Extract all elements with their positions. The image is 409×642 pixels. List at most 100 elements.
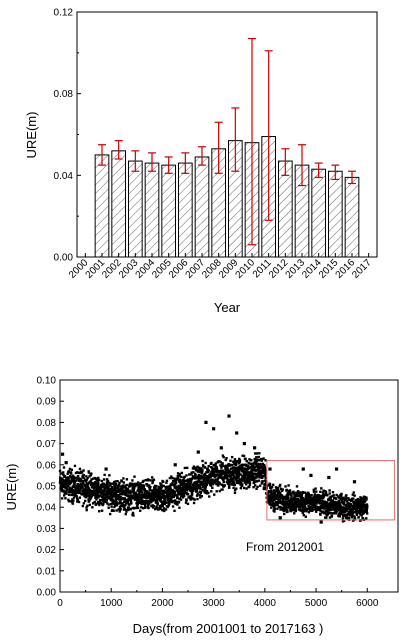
scatter-point xyxy=(155,488,159,491)
scatter-point xyxy=(71,474,75,477)
scatter-point xyxy=(277,493,280,497)
scatter-point xyxy=(328,489,331,492)
scatter-point xyxy=(270,485,274,489)
scatter-point xyxy=(114,480,117,483)
scatter-point xyxy=(145,499,148,503)
scatter-point xyxy=(319,490,322,494)
scatter-point xyxy=(157,485,161,489)
scatter-point xyxy=(336,503,340,506)
scatter-point xyxy=(213,493,216,496)
scatter-point xyxy=(102,498,105,501)
scatter-point xyxy=(73,481,76,485)
scatter-point xyxy=(320,499,324,503)
scatter-point xyxy=(318,502,321,505)
scatter-point xyxy=(253,484,257,487)
scatter-point xyxy=(81,486,84,489)
scatter-point xyxy=(127,495,131,498)
scatter-point xyxy=(172,480,175,483)
scatter-point xyxy=(280,500,283,504)
scatter-point xyxy=(153,498,156,502)
bar xyxy=(161,164,176,258)
scatter-point xyxy=(276,493,279,496)
scatter-point xyxy=(102,478,106,481)
scatter-point xyxy=(271,499,274,503)
scatter-point xyxy=(159,500,163,503)
scatter-point xyxy=(104,486,107,490)
scatter-point xyxy=(253,473,257,476)
scatter-point xyxy=(82,473,85,477)
bar xyxy=(178,162,193,258)
scatter-point xyxy=(65,488,69,491)
scatter-point xyxy=(318,498,322,501)
scatter-point xyxy=(74,471,78,475)
scatter-point xyxy=(341,511,344,514)
scatter-point xyxy=(88,499,91,502)
scatter-point xyxy=(73,477,76,480)
scatter-point xyxy=(292,501,295,505)
scatter-point xyxy=(304,500,307,503)
scatter-point xyxy=(196,470,200,473)
scatter-point xyxy=(229,473,233,476)
scatter-point xyxy=(112,509,115,512)
scatter-point xyxy=(356,504,359,508)
scatter-point xyxy=(344,510,347,514)
y-tick-label: 0.03 xyxy=(37,524,57,535)
scatter-point xyxy=(204,485,207,488)
scatter-point xyxy=(126,490,129,494)
scatter-point xyxy=(318,494,321,497)
scatter-point xyxy=(137,484,140,487)
scatter-point xyxy=(196,480,200,483)
scatter-point xyxy=(254,462,258,466)
scatter-point xyxy=(118,489,122,493)
scatter-point xyxy=(221,462,224,465)
scatter-point xyxy=(177,474,181,478)
scatter-point xyxy=(361,517,364,520)
scatter-point xyxy=(291,500,294,503)
scatter-point xyxy=(102,482,106,486)
scatter-point xyxy=(180,471,183,475)
scatter-point xyxy=(312,505,315,509)
scatter-point xyxy=(86,476,89,480)
scatter-point xyxy=(174,481,178,485)
scatter-point xyxy=(304,508,307,511)
scatter-point xyxy=(106,483,109,486)
scatter-point xyxy=(60,487,64,490)
scatter-point-outlier xyxy=(235,431,239,435)
scatter-point xyxy=(218,489,221,493)
scatter-point xyxy=(71,498,74,501)
scatter-point xyxy=(225,476,229,479)
scatter-point xyxy=(244,474,247,477)
scatter-point xyxy=(210,461,213,465)
scatter-point xyxy=(68,483,71,486)
scatter-point xyxy=(282,500,285,504)
scatter-point xyxy=(176,472,180,475)
scatter-point xyxy=(233,491,237,495)
scatter-point xyxy=(222,455,225,459)
scatter-point xyxy=(327,497,331,500)
x-tick-label: 3000 xyxy=(203,598,226,609)
scatter-point xyxy=(199,487,202,490)
scatter-point xyxy=(176,478,180,481)
scatter-point xyxy=(276,487,280,491)
scatter-point xyxy=(263,465,267,469)
scatter-point xyxy=(342,503,346,506)
scatter-point xyxy=(149,485,152,489)
scatter-point xyxy=(248,476,251,479)
scatter-point xyxy=(145,483,149,486)
scatter-point xyxy=(115,493,118,497)
scatter-point xyxy=(276,490,279,493)
scatter-point xyxy=(300,493,304,496)
scatter-point xyxy=(73,494,77,497)
scatter-point xyxy=(145,501,149,505)
scatter-point xyxy=(287,496,290,499)
scatter-point xyxy=(275,501,279,505)
scatter-point xyxy=(233,488,237,492)
scatter-point xyxy=(200,476,203,479)
scatter-point xyxy=(100,491,103,494)
scatter-point xyxy=(67,477,70,480)
scatter-point xyxy=(203,489,206,493)
scatter-point xyxy=(100,479,104,483)
scatter-point xyxy=(196,492,199,495)
scatter-point xyxy=(204,488,207,491)
scatter-point xyxy=(120,486,123,490)
